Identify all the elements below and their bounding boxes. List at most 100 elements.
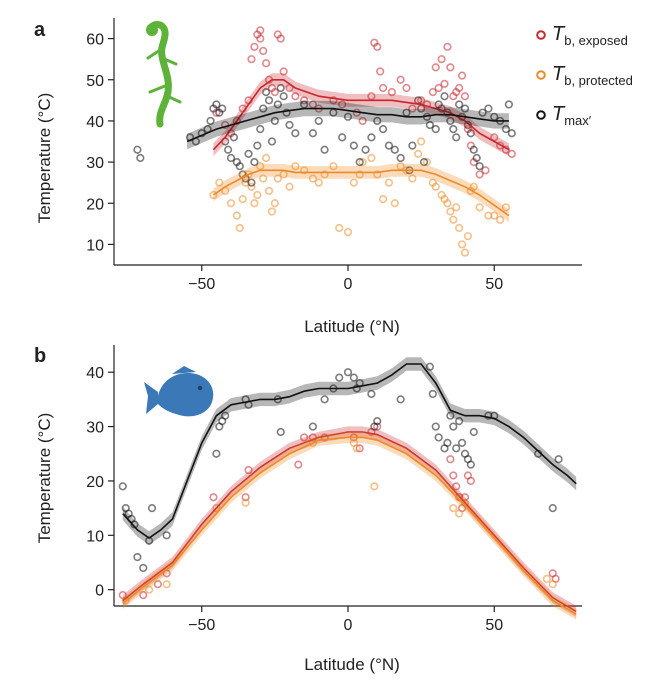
series-0 bbox=[118, 422, 560, 600]
data-point bbox=[457, 71, 467, 80]
data-point bbox=[139, 591, 148, 600]
data-point bbox=[247, 55, 256, 64]
data-point bbox=[282, 108, 291, 117]
series-1 bbox=[209, 137, 511, 257]
data-point bbox=[229, 133, 239, 142]
data-point bbox=[452, 444, 461, 453]
data-point bbox=[449, 215, 458, 224]
data-point bbox=[314, 116, 323, 126]
data-point bbox=[300, 166, 309, 175]
data-point bbox=[414, 149, 423, 158]
data-point bbox=[355, 444, 364, 453]
data-point bbox=[417, 137, 426, 146]
data-point bbox=[446, 411, 455, 420]
data-point bbox=[402, 108, 411, 117]
data-point bbox=[136, 153, 145, 163]
data-point bbox=[259, 174, 268, 183]
data-point bbox=[279, 67, 288, 76]
data-point bbox=[431, 422, 440, 431]
data-point bbox=[496, 141, 505, 150]
data-point bbox=[253, 190, 262, 200]
data-point bbox=[396, 395, 405, 404]
x-tick-label: −50 bbox=[188, 276, 215, 293]
legend-label: Tmax′ bbox=[552, 103, 592, 128]
data-point bbox=[250, 157, 259, 167]
data-point bbox=[139, 563, 148, 573]
data-point bbox=[373, 170, 382, 179]
lizard-icon bbox=[146, 21, 182, 128]
data-point bbox=[308, 433, 318, 442]
legend-label: Tb, protected bbox=[552, 63, 633, 88]
data-point bbox=[440, 79, 449, 88]
data-point bbox=[475, 170, 484, 179]
data-point bbox=[270, 116, 279, 126]
data-point bbox=[446, 116, 455, 126]
legend: Tb, exposed Tb, protected Tmax′ bbox=[536, 23, 633, 128]
data-point bbox=[267, 137, 277, 146]
legend-marker bbox=[536, 70, 546, 80]
data-point bbox=[300, 100, 309, 109]
data-point bbox=[276, 83, 285, 93]
data-point bbox=[425, 120, 435, 130]
data-point bbox=[452, 133, 461, 142]
panel-b-label: b bbox=[34, 345, 46, 367]
data-point bbox=[329, 162, 338, 171]
trend-line bbox=[122, 363, 577, 539]
data-point bbox=[300, 96, 309, 105]
data-point bbox=[264, 96, 274, 105]
data-point bbox=[417, 104, 426, 113]
data-point bbox=[408, 174, 417, 183]
trend-line bbox=[186, 107, 509, 143]
trend-line bbox=[212, 169, 510, 217]
legend-label: Tb, exposed bbox=[552, 23, 628, 48]
data-point bbox=[235, 162, 244, 171]
data-point bbox=[215, 178, 224, 187]
data-point bbox=[449, 422, 458, 431]
data-point bbox=[434, 433, 443, 442]
data-point bbox=[352, 444, 361, 453]
data-point bbox=[256, 34, 265, 43]
data-point bbox=[475, 162, 484, 171]
data-point bbox=[376, 67, 385, 76]
data-point bbox=[478, 108, 487, 117]
data-point bbox=[431, 125, 440, 134]
data-point bbox=[422, 157, 432, 167]
data-point bbox=[408, 141, 417, 150]
data-point bbox=[501, 145, 511, 154]
data-point bbox=[425, 362, 435, 371]
data-point bbox=[469, 427, 478, 437]
data-point bbox=[267, 207, 277, 216]
x-tick-label: 0 bbox=[344, 276, 353, 293]
data-point bbox=[446, 455, 455, 464]
x-tick-label: 0 bbox=[344, 617, 353, 634]
data-point bbox=[452, 482, 461, 491]
data-point bbox=[466, 460, 475, 469]
data-point bbox=[212, 100, 221, 109]
data-point bbox=[449, 471, 458, 480]
data-point bbox=[428, 389, 437, 399]
y-tick-label: 30 bbox=[86, 155, 104, 172]
series-2 bbox=[133, 83, 516, 187]
data-point bbox=[390, 199, 399, 208]
data-point bbox=[443, 199, 452, 208]
data-point bbox=[455, 100, 464, 109]
data-point bbox=[472, 153, 481, 163]
y-tick-label: 10 bbox=[86, 528, 104, 545]
data-point bbox=[496, 215, 505, 224]
data-point bbox=[355, 157, 364, 167]
data-point bbox=[463, 120, 473, 130]
panel-b-ylabel: Temperature (°C) bbox=[35, 413, 54, 544]
panel-b-xlabel: Latitude (°N) bbox=[304, 655, 400, 674]
y-tick-label: 0 bbox=[95, 583, 104, 600]
panel-a-ylabel: Temperature (°C) bbox=[35, 93, 54, 224]
confidence-band bbox=[122, 426, 577, 617]
data-point bbox=[291, 162, 300, 171]
data-point bbox=[361, 145, 370, 154]
data-point bbox=[250, 199, 259, 208]
data-point bbox=[554, 455, 563, 464]
data-point bbox=[431, 182, 440, 191]
data-point bbox=[270, 199, 279, 208]
data-point bbox=[396, 75, 405, 84]
data-point bbox=[247, 182, 256, 191]
